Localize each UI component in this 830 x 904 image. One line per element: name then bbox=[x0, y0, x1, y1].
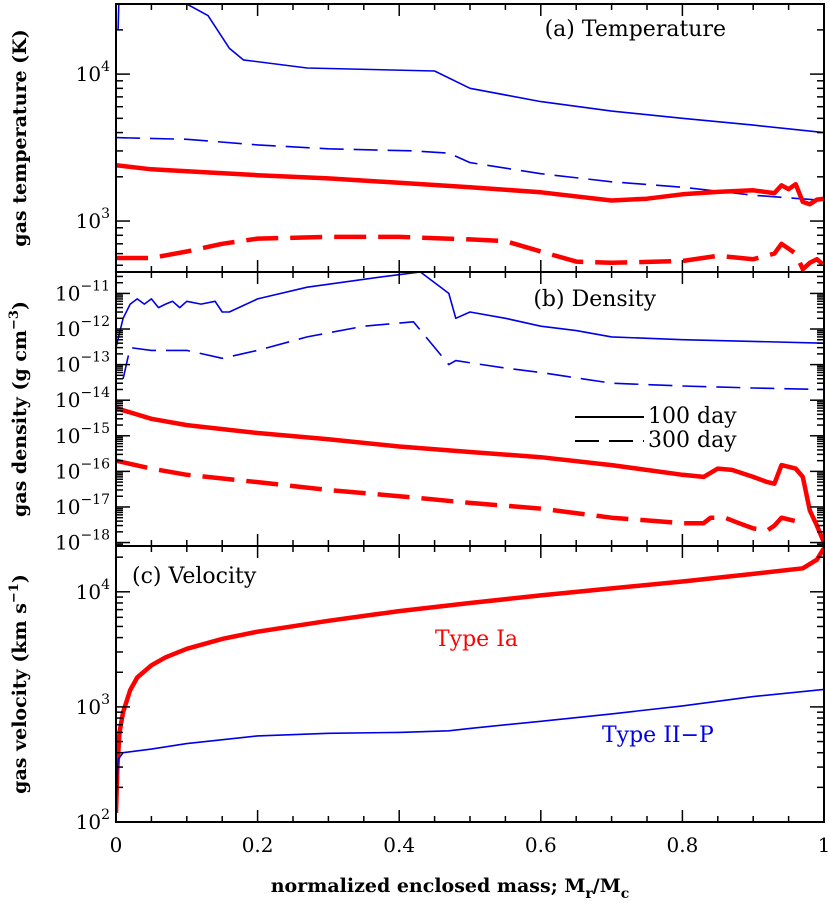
panel-title-velocity: (c) Velocity bbox=[132, 564, 257, 589]
y-tick-label-temperature: 103 bbox=[76, 206, 110, 233]
x-tick-label: 0.2 bbox=[242, 833, 274, 857]
y-tick-label-velocity: 103 bbox=[76, 692, 110, 719]
y-tick-label-density: 10−16 bbox=[55, 456, 110, 483]
x-tick-label: 1 bbox=[818, 833, 830, 857]
series-line-density-iip_300 bbox=[122, 321, 824, 391]
panel-title-temperature: (a) Temperature bbox=[545, 17, 726, 42]
x-axis-label: normalized enclosed mass; Mr/Mc bbox=[271, 875, 630, 902]
series-group-density bbox=[116, 272, 824, 544]
panel-density: 10−18 10−17 10−16 10−15 10−14 10−13 10−12 10−11… bbox=[7, 271, 825, 555]
series-group-velocity bbox=[116, 546, 824, 813]
y-tick-label-velocity: 104 bbox=[76, 577, 110, 604]
y-tick-label-density: 10−13 bbox=[55, 350, 110, 377]
y-tick-label-density: 10−11 bbox=[55, 278, 110, 305]
axes-frame-temperature bbox=[115, 3, 825, 273]
series-line-density-iip_100 bbox=[116, 272, 824, 348]
series-line-density-ia_300 bbox=[116, 458, 797, 533]
y-tick-label-density: 10−14 bbox=[55, 385, 110, 412]
y-tick-label-velocity: 102 bbox=[76, 807, 110, 834]
y-tick-label-density: 10−15 bbox=[55, 421, 110, 448]
panel-velocity: 102 103 104 0 0.2 0.4 0.6 0.8 1 (c) Velocity gas v… bbox=[7, 545, 830, 857]
legend-label: 100 day bbox=[648, 404, 737, 429]
y-axis-label-temperature: gas temperature (K) bbox=[9, 29, 31, 246]
series-line-temperature-iip_100 bbox=[117, 4, 824, 134]
panel-temperature: 103 104 (a) Temperature gas temperature (K) bbox=[9, 3, 825, 273]
x-tick-label: 0 bbox=[110, 833, 123, 857]
plot-root: 103 104 (a) Temperature gas temperature (K)… bbox=[7, 3, 830, 857]
series-line-temperature-ia_300 bbox=[116, 234, 824, 272]
y-tick-label-density: 10−18 bbox=[55, 528, 110, 555]
y-tick-label-temperature: 104 bbox=[76, 59, 110, 86]
panel-title-density: (b) Density bbox=[533, 287, 656, 312]
series-line-density-ia_100 bbox=[116, 405, 824, 544]
legend-label: 300 day bbox=[648, 428, 737, 453]
y-axis-label-velocity: gas velocity (km s−1) bbox=[7, 574, 31, 794]
x-tick-label: 0.4 bbox=[383, 833, 415, 857]
x-tick-label: 0.6 bbox=[525, 833, 557, 857]
y-tick-label-density: 10−17 bbox=[55, 492, 110, 519]
series-line-velocity-iip bbox=[116, 688, 824, 806]
series-line-temperature-iip_300 bbox=[116, 136, 824, 202]
series-line-velocity-ia bbox=[116, 546, 824, 813]
series-group-temperature bbox=[116, 4, 824, 272]
annotation-label: Type II−P bbox=[602, 723, 714, 748]
annotation-label: Type Ia bbox=[435, 627, 518, 652]
y-tick-label-density: 10−12 bbox=[55, 314, 110, 341]
x-tick-label: 0.8 bbox=[666, 833, 698, 857]
series-line-temperature-ia_100 bbox=[116, 162, 824, 207]
y-axis-label-density: gas density (g cm−3) bbox=[7, 301, 31, 517]
